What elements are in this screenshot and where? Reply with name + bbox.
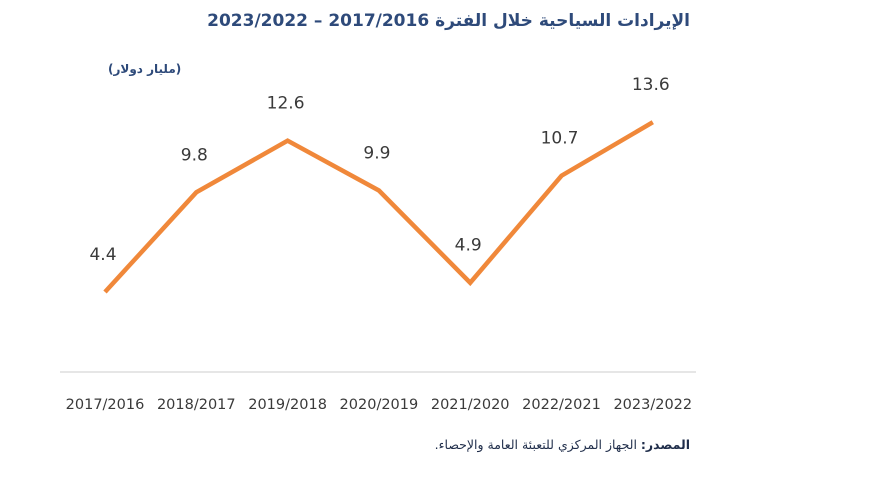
chart-title: الإيرادات السياحية خلال الفترة 2017/2016… [207,11,690,31]
data-label: 10.7 [541,129,579,149]
x-tick-label: 2023/2022 [613,397,692,413]
series-layer [103,120,654,294]
source-key: المصدر: [640,437,690,452]
data-label: 12.6 [267,94,305,114]
series-line [103,120,654,294]
source-text: الجهاز المركزي للتعبئة العامة والإحصاء. [434,437,637,452]
x-tick-label: 2022/2021 [522,397,601,413]
x-tick-label: 2019/2018 [248,397,327,413]
source-note: المصدر: الجهاز المركزي للتعبئة العامة وا… [435,437,690,452]
x-tick-label: 2017/2016 [66,397,145,413]
data-label: 9.8 [181,145,208,165]
x-tick-label: 2021/2020 [431,397,510,413]
data-label: 13.6 [632,75,670,95]
data-label: 4.9 [455,236,482,256]
data-label: 9.9 [363,143,390,163]
x-tick-label: 2020/2019 [340,397,419,413]
x-tick-label: 2018/2017 [157,397,236,413]
y-axis-unit-label: (مليار دولار) [108,62,182,76]
data-label-layer: 4.4 9.8 12.6 9.9 4.9 10.7 13.6 [89,75,669,265]
x-tick-layer: 2017/2016 2018/2017 2019/2018 2020/2019 2021… [66,397,693,413]
data-label: 4.4 [89,245,116,265]
